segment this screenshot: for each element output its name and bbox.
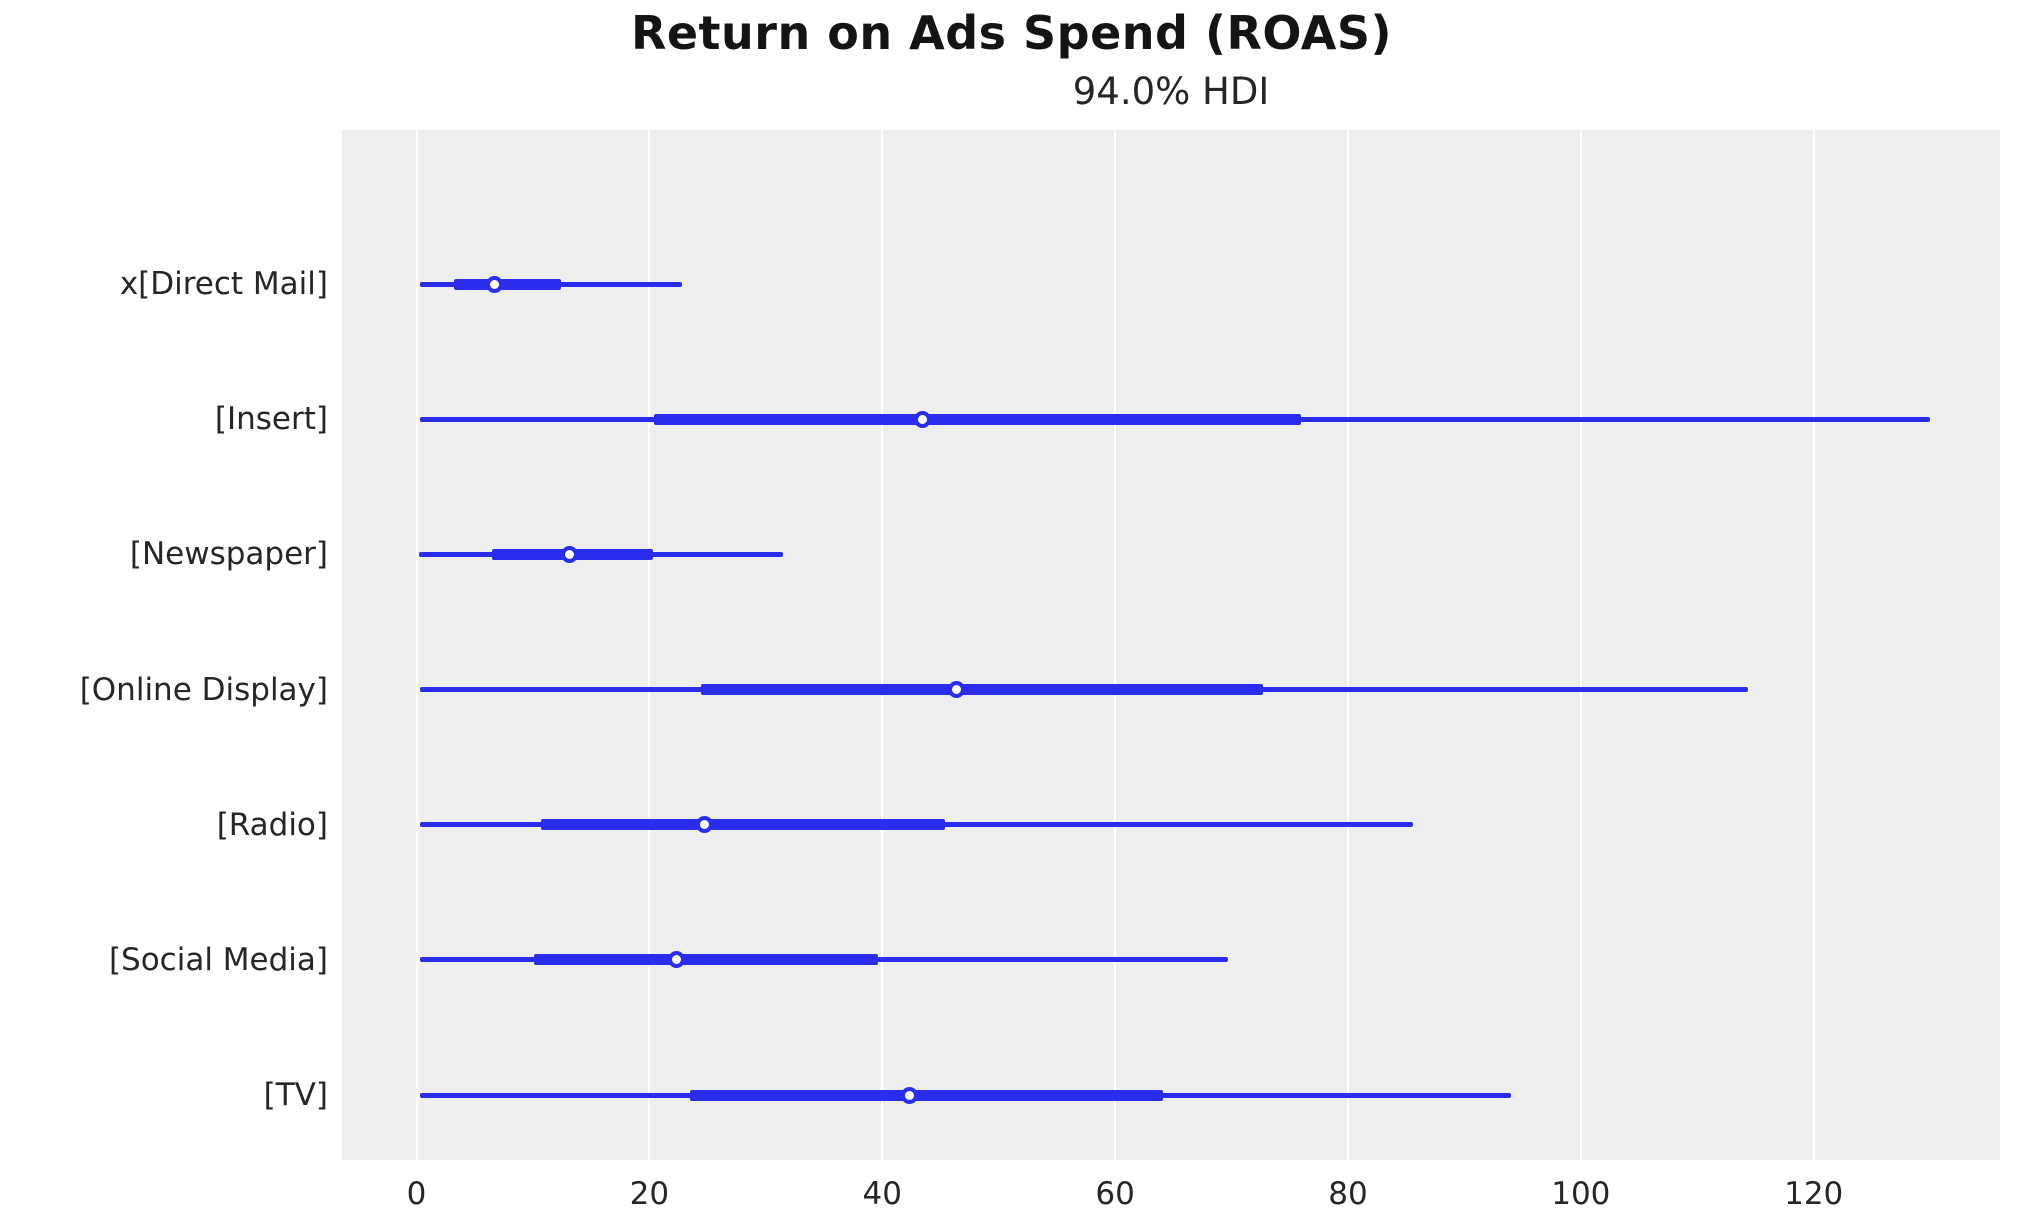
iqr-line <box>654 413 1302 425</box>
gridline-x-20 <box>648 130 651 1160</box>
y-tick-label: [Social Media] <box>108 941 328 978</box>
x-tick-label: 0 <box>406 1176 427 1212</box>
point-estimate-marker <box>900 1086 918 1104</box>
iqr-line <box>700 684 1263 695</box>
y-tick-label: x[Direct Mail] <box>119 266 328 302</box>
x-tick-label: 40 <box>862 1176 902 1212</box>
point-estimate-marker <box>948 681 966 698</box>
gridline-x-120 <box>1812 130 1815 1160</box>
point-estimate-marker <box>914 410 932 428</box>
x-tick-label: 60 <box>1095 1176 1135 1212</box>
x-tick-label: 100 <box>1551 1176 1611 1212</box>
iqr-line <box>534 954 878 966</box>
gridline-x-100 <box>1579 130 1582 1160</box>
iqr-line <box>541 819 946 831</box>
y-tick-label: [Newspaper] <box>129 536 328 573</box>
hdi-subtitle: 94.0% HDI <box>1072 70 1270 113</box>
iqr-line <box>690 1089 1163 1101</box>
x-tick-label: 20 <box>629 1176 670 1212</box>
gridline-x-40 <box>881 130 884 1160</box>
x-tick-label: 80 <box>1328 1176 1368 1212</box>
point-estimate-marker <box>695 816 713 834</box>
x-tick-label: 120 <box>1784 1176 1844 1212</box>
y-tick-label: [Online Display] <box>79 671 328 708</box>
plot-area <box>342 130 2000 1160</box>
point-estimate-marker <box>486 275 504 293</box>
gridline-x-80 <box>1346 130 1349 1160</box>
point-estimate-marker <box>667 951 685 969</box>
gridline-x-0 <box>415 130 418 1160</box>
y-tick-label: [Insert] <box>214 401 328 438</box>
iqr-line <box>453 278 561 290</box>
y-tick-label: [TV] <box>263 1077 328 1114</box>
gridline-x-60 <box>1114 130 1117 1160</box>
y-tick-label: [Radio] <box>216 806 328 843</box>
figure-title: Return on Ads Spend (ROAS) <box>630 6 1393 60</box>
point-estimate-marker <box>560 545 578 563</box>
